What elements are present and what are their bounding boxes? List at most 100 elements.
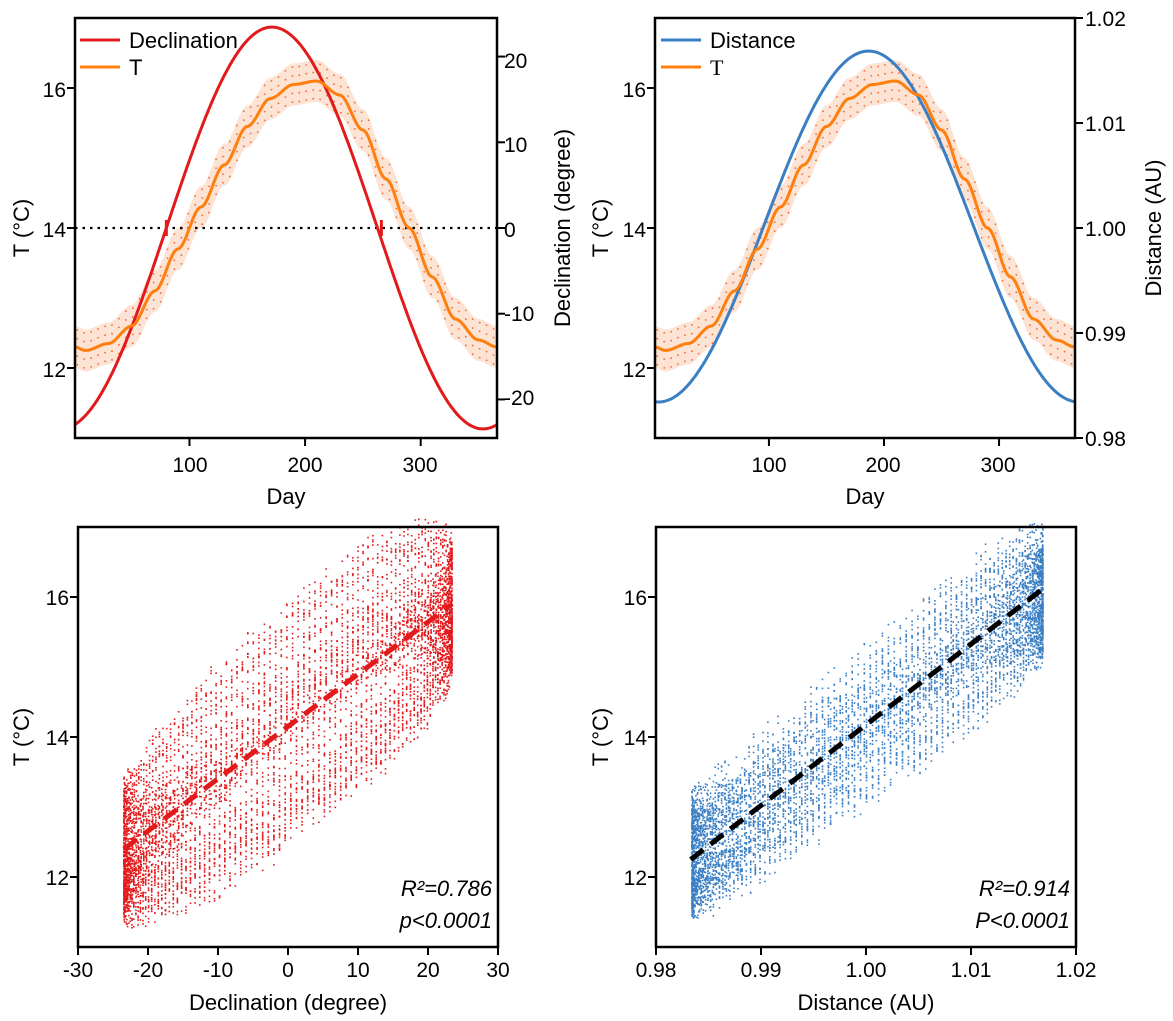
scatter-point: [186, 719, 189, 721]
scatter-point: [434, 581, 437, 583]
scatter-point: [314, 605, 316, 608]
band-dot: [898, 63, 900, 66]
band-dot: [340, 111, 342, 114]
scatter-point: [267, 779, 270, 781]
scatter-point: [318, 697, 320, 699]
scatter-point: [269, 627, 271, 629]
scatter-point: [162, 824, 164, 826]
scatter-point: [128, 827, 130, 829]
scatter-point: [172, 898, 175, 901]
scatter-point: [426, 680, 429, 682]
scatter-point: [435, 611, 438, 614]
scatter-point: [423, 701, 426, 703]
scatter-point: [329, 720, 331, 722]
scatter-point: [194, 783, 196, 786]
scatter-point: [352, 645, 354, 648]
scatter-point: [450, 543, 453, 546]
band-dot: [1063, 359, 1066, 362]
scatter-point: [410, 569, 413, 572]
scatter-point: [135, 872, 137, 875]
scatter-point: [409, 667, 412, 669]
band-dot: [918, 85, 921, 88]
scatter-point: [139, 908, 142, 910]
scatter-point: [446, 590, 449, 593]
scatter-point: [186, 761, 189, 764]
scatter-point: [200, 756, 203, 758]
scatter-point: [386, 648, 388, 650]
scatter-point: [168, 803, 171, 806]
scatter-point: [286, 604, 288, 607]
scatter-point: [164, 909, 167, 912]
scatter-point: [420, 616, 422, 618]
band-dot: [360, 120, 363, 122]
scatter-point: [274, 630, 277, 633]
scatter-point: [150, 891, 153, 893]
band-dot: [104, 325, 106, 328]
band-dot: [76, 337, 79, 340]
scatter-point: [409, 626, 412, 629]
scatter-point: [177, 750, 180, 753]
scatter-point: [312, 713, 315, 715]
scatter-point: [437, 658, 439, 660]
scatter-point: [297, 707, 299, 709]
scatter-point: [194, 786, 196, 788]
y2-tick-label: 1.02: [1085, 8, 1126, 31]
scatter-point: [450, 577, 453, 579]
band-dot: [829, 141, 831, 144]
scatter-point: [157, 787, 160, 789]
scatter-point: [409, 728, 412, 730]
scatter-point: [446, 656, 448, 658]
scatter-point: [256, 809, 258, 811]
scatter-point: [430, 637, 432, 640]
band-dot: [801, 155, 804, 158]
scatter-point: [401, 719, 404, 722]
scatter-point: [413, 614, 415, 616]
scatter-point: [435, 536, 438, 539]
band-dot: [312, 71, 315, 74]
scatter-point: [443, 676, 445, 678]
band-dot: [464, 318, 467, 321]
scatter-point: [384, 644, 387, 646]
scatter-point: [405, 703, 408, 706]
scatter-point: [128, 771, 131, 773]
scatter-point: [189, 821, 192, 824]
scatter-point: [341, 659, 344, 662]
scatter-point: [362, 552, 364, 555]
scatter-point: [451, 664, 453, 666]
scatter-point: [131, 831, 133, 834]
scatter-point: [427, 542, 430, 545]
scatter-point: [126, 878, 128, 880]
scatter-point: [241, 769, 244, 772]
scatter-point: [323, 745, 326, 747]
scatter-point: [218, 798, 221, 800]
scatter-point: [140, 779, 142, 782]
scatter-point: [341, 673, 344, 676]
scatter-point: [330, 589, 333, 591]
scatter-point: [169, 759, 172, 762]
band-dot: [215, 184, 218, 187]
scatter-point: [443, 592, 445, 594]
scatter-point: [128, 782, 131, 784]
scatter-point: [138, 808, 140, 810]
scatter-point: [446, 596, 449, 599]
scatter-point: [345, 780, 347, 782]
scatter-point: [424, 633, 427, 636]
scatter-point: [150, 880, 153, 883]
scatter-point: [229, 836, 231, 839]
scatter-point: [199, 786, 201, 789]
scatter-point: [345, 700, 347, 702]
band-dot: [925, 86, 928, 89]
scatter-point: [123, 781, 126, 784]
scatter-point: [444, 586, 447, 589]
scatter-point: [450, 595, 453, 598]
scatter-point: [352, 652, 354, 654]
scatter-point: [346, 690, 349, 693]
scatter-point: [128, 909, 130, 912]
scatter-point: [128, 889, 131, 891]
scatter-point: [443, 544, 446, 547]
band-dot: [270, 106, 273, 108]
scatter-point: [301, 711, 303, 713]
scatter-point: [284, 723, 286, 725]
band-dot: [471, 344, 474, 347]
